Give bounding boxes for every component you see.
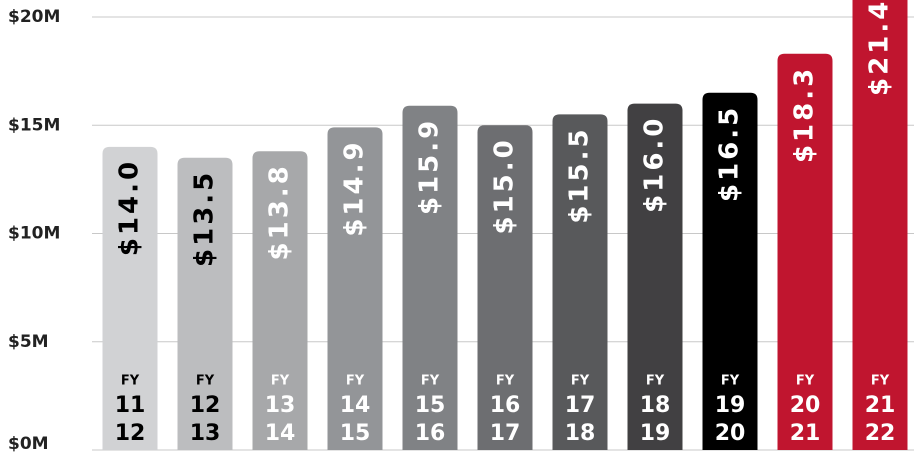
x-tick-label: FY: [271, 374, 290, 389]
x-tick-label: 17: [490, 421, 521, 446]
x-tick-label: 22: [865, 421, 896, 446]
x-tick-label: 18: [565, 421, 596, 446]
x-tick-label: 16: [415, 421, 446, 446]
x-tick-label: FY: [571, 374, 590, 389]
x-tick-label: 15: [415, 393, 446, 418]
x-tick-label: 13: [265, 393, 296, 418]
y-tick-label: $15M: [8, 115, 60, 135]
x-tick-label: FY: [346, 374, 365, 389]
x-tick-label: 20: [790, 393, 821, 418]
x-tick-label: 18: [640, 393, 671, 418]
x-tick-label: 11: [115, 393, 146, 418]
bar: [102, 146, 158, 450]
value-label: $16.5: [715, 105, 745, 202]
value-label: $14.9: [340, 139, 370, 236]
y-tick-label: $20M: [8, 7, 60, 27]
value-label: $16.0: [640, 116, 670, 213]
bar: [777, 53, 833, 451]
x-tick-label: FY: [646, 374, 665, 389]
x-tick-label: 16: [490, 393, 521, 418]
x-tick-label: 14: [340, 393, 371, 418]
x-tick-label: 21: [865, 393, 896, 418]
bar: [177, 157, 233, 450]
value-label: $15.0: [490, 137, 520, 234]
value-label: $13.8: [265, 163, 295, 260]
bar: [252, 151, 308, 451]
x-tick-label: 14: [265, 421, 296, 446]
x-tick-label: 19: [715, 393, 746, 418]
x-tick-label: 20: [715, 421, 746, 446]
bar: [552, 114, 608, 451]
bar: [327, 127, 383, 450]
y-tick-label: $10M: [8, 224, 60, 244]
bar: [702, 92, 758, 451]
value-label: $14.0: [115, 159, 145, 256]
y-tick-label: $5M: [8, 332, 49, 352]
bar: [477, 125, 533, 450]
value-label: $21.4: [865, 0, 895, 96]
x-tick-label: FY: [496, 374, 515, 389]
x-tick-label: 13: [190, 421, 221, 446]
x-tick-label: 15: [340, 421, 371, 446]
value-label: $15.5: [565, 126, 595, 223]
x-tick-label: FY: [121, 374, 140, 389]
x-tick-label: FY: [721, 374, 740, 389]
x-tick-label: 17: [565, 393, 596, 418]
x-tick-label: 19: [640, 421, 671, 446]
x-tick-label: FY: [421, 374, 440, 389]
x-tick-label: FY: [196, 374, 215, 389]
x-tick-label: 12: [115, 421, 146, 446]
x-tick-label: 12: [190, 393, 221, 418]
bar: [852, 0, 908, 450]
x-tick-label: FY: [796, 374, 815, 389]
value-label: $18.3: [790, 66, 820, 163]
value-label: $13.5: [190, 170, 220, 267]
bar: [402, 105, 458, 450]
bar: [627, 103, 683, 450]
y-tick-label: $0M: [8, 434, 49, 454]
x-tick-label: FY: [871, 374, 890, 389]
value-label: $15.9: [415, 118, 445, 215]
x-tick-label: 21: [790, 421, 821, 446]
